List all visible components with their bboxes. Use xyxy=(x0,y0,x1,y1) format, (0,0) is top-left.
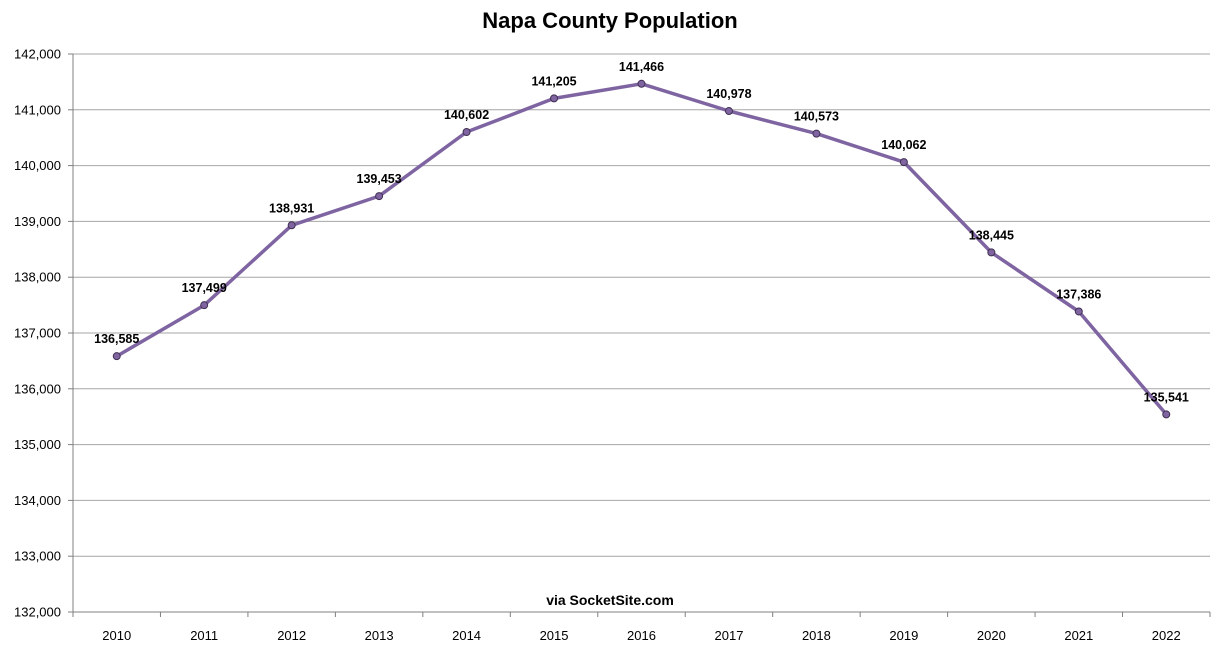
chart-title: Napa County Population xyxy=(482,8,737,33)
data-point xyxy=(987,248,996,257)
x-tick-label: 2021 xyxy=(1064,628,1093,643)
x-tick-label: 2016 xyxy=(627,628,656,643)
data-label: 137,499 xyxy=(182,281,227,295)
data-label: 136,585 xyxy=(94,332,139,346)
series-line xyxy=(114,82,1169,417)
y-tick-label: 140,000 xyxy=(14,158,61,173)
data-point xyxy=(899,158,908,167)
x-tick-label: 2020 xyxy=(977,628,1006,643)
y-tick-label: 141,000 xyxy=(14,102,61,117)
data-point xyxy=(375,192,384,201)
data-label: 138,445 xyxy=(969,228,1014,242)
x-tick-label: 2015 xyxy=(540,628,569,643)
data-point xyxy=(1074,307,1083,316)
x-tick-label: 2014 xyxy=(452,628,481,643)
data-point xyxy=(462,128,471,137)
data-labels: 136,585 137,499 138,931 139,453 140,602 141,2… xyxy=(94,60,1189,405)
x-tick-label: 2013 xyxy=(365,628,394,643)
series-markers xyxy=(112,79,1171,419)
data-point xyxy=(637,79,646,88)
y-tick-label: 133,000 xyxy=(14,549,61,564)
x-axis-tick-labels: 2010 2011 2012 2013 2014 2015 2016 2017 2018 2019… xyxy=(102,628,1180,643)
axes xyxy=(68,53,1211,617)
y-tick-label: 137,000 xyxy=(14,326,61,341)
x-tick-label: 2019 xyxy=(889,628,918,643)
data-label: 140,573 xyxy=(794,110,839,124)
data-point xyxy=(112,352,121,361)
y-tick-label: 135,000 xyxy=(14,437,61,452)
data-label: 141,205 xyxy=(531,74,576,88)
y-tick-label: 139,000 xyxy=(14,214,61,229)
x-tick-label: 2018 xyxy=(802,628,831,643)
data-point xyxy=(200,301,209,310)
data-label: 135,541 xyxy=(1144,390,1189,404)
x-tick-label: 2010 xyxy=(102,628,131,643)
data-label: 138,931 xyxy=(269,201,314,215)
x-tick-label: 2012 xyxy=(277,628,306,643)
data-label: 140,062 xyxy=(881,138,926,152)
data-label: 139,453 xyxy=(357,172,402,186)
data-label: 140,978 xyxy=(706,87,751,101)
data-point xyxy=(1162,410,1171,419)
gridlines xyxy=(73,53,1210,557)
data-point xyxy=(287,221,296,230)
y-tick-label: 134,000 xyxy=(14,493,61,508)
source-annotation: via SocketSite.com xyxy=(546,592,674,608)
y-tick-label: 142,000 xyxy=(14,47,61,62)
y-axis-tick-labels: 132,000 133,000 134,000 135,000 136,000 137,0… xyxy=(14,47,61,620)
data-label: 140,602 xyxy=(444,108,489,122)
data-label: 141,466 xyxy=(619,60,664,74)
y-tick-label: 138,000 xyxy=(14,270,61,285)
x-tick-label: 2011 xyxy=(190,628,218,643)
data-point xyxy=(724,107,733,116)
data-label: 137,386 xyxy=(1056,287,1101,301)
data-point xyxy=(812,129,821,138)
x-tick-label: 2022 xyxy=(1152,628,1181,643)
x-tick-label: 2017 xyxy=(715,628,744,643)
y-tick-label: 136,000 xyxy=(14,381,61,396)
data-point xyxy=(550,94,559,103)
population-line xyxy=(114,82,1169,417)
y-tick-label: 132,000 xyxy=(14,605,61,620)
